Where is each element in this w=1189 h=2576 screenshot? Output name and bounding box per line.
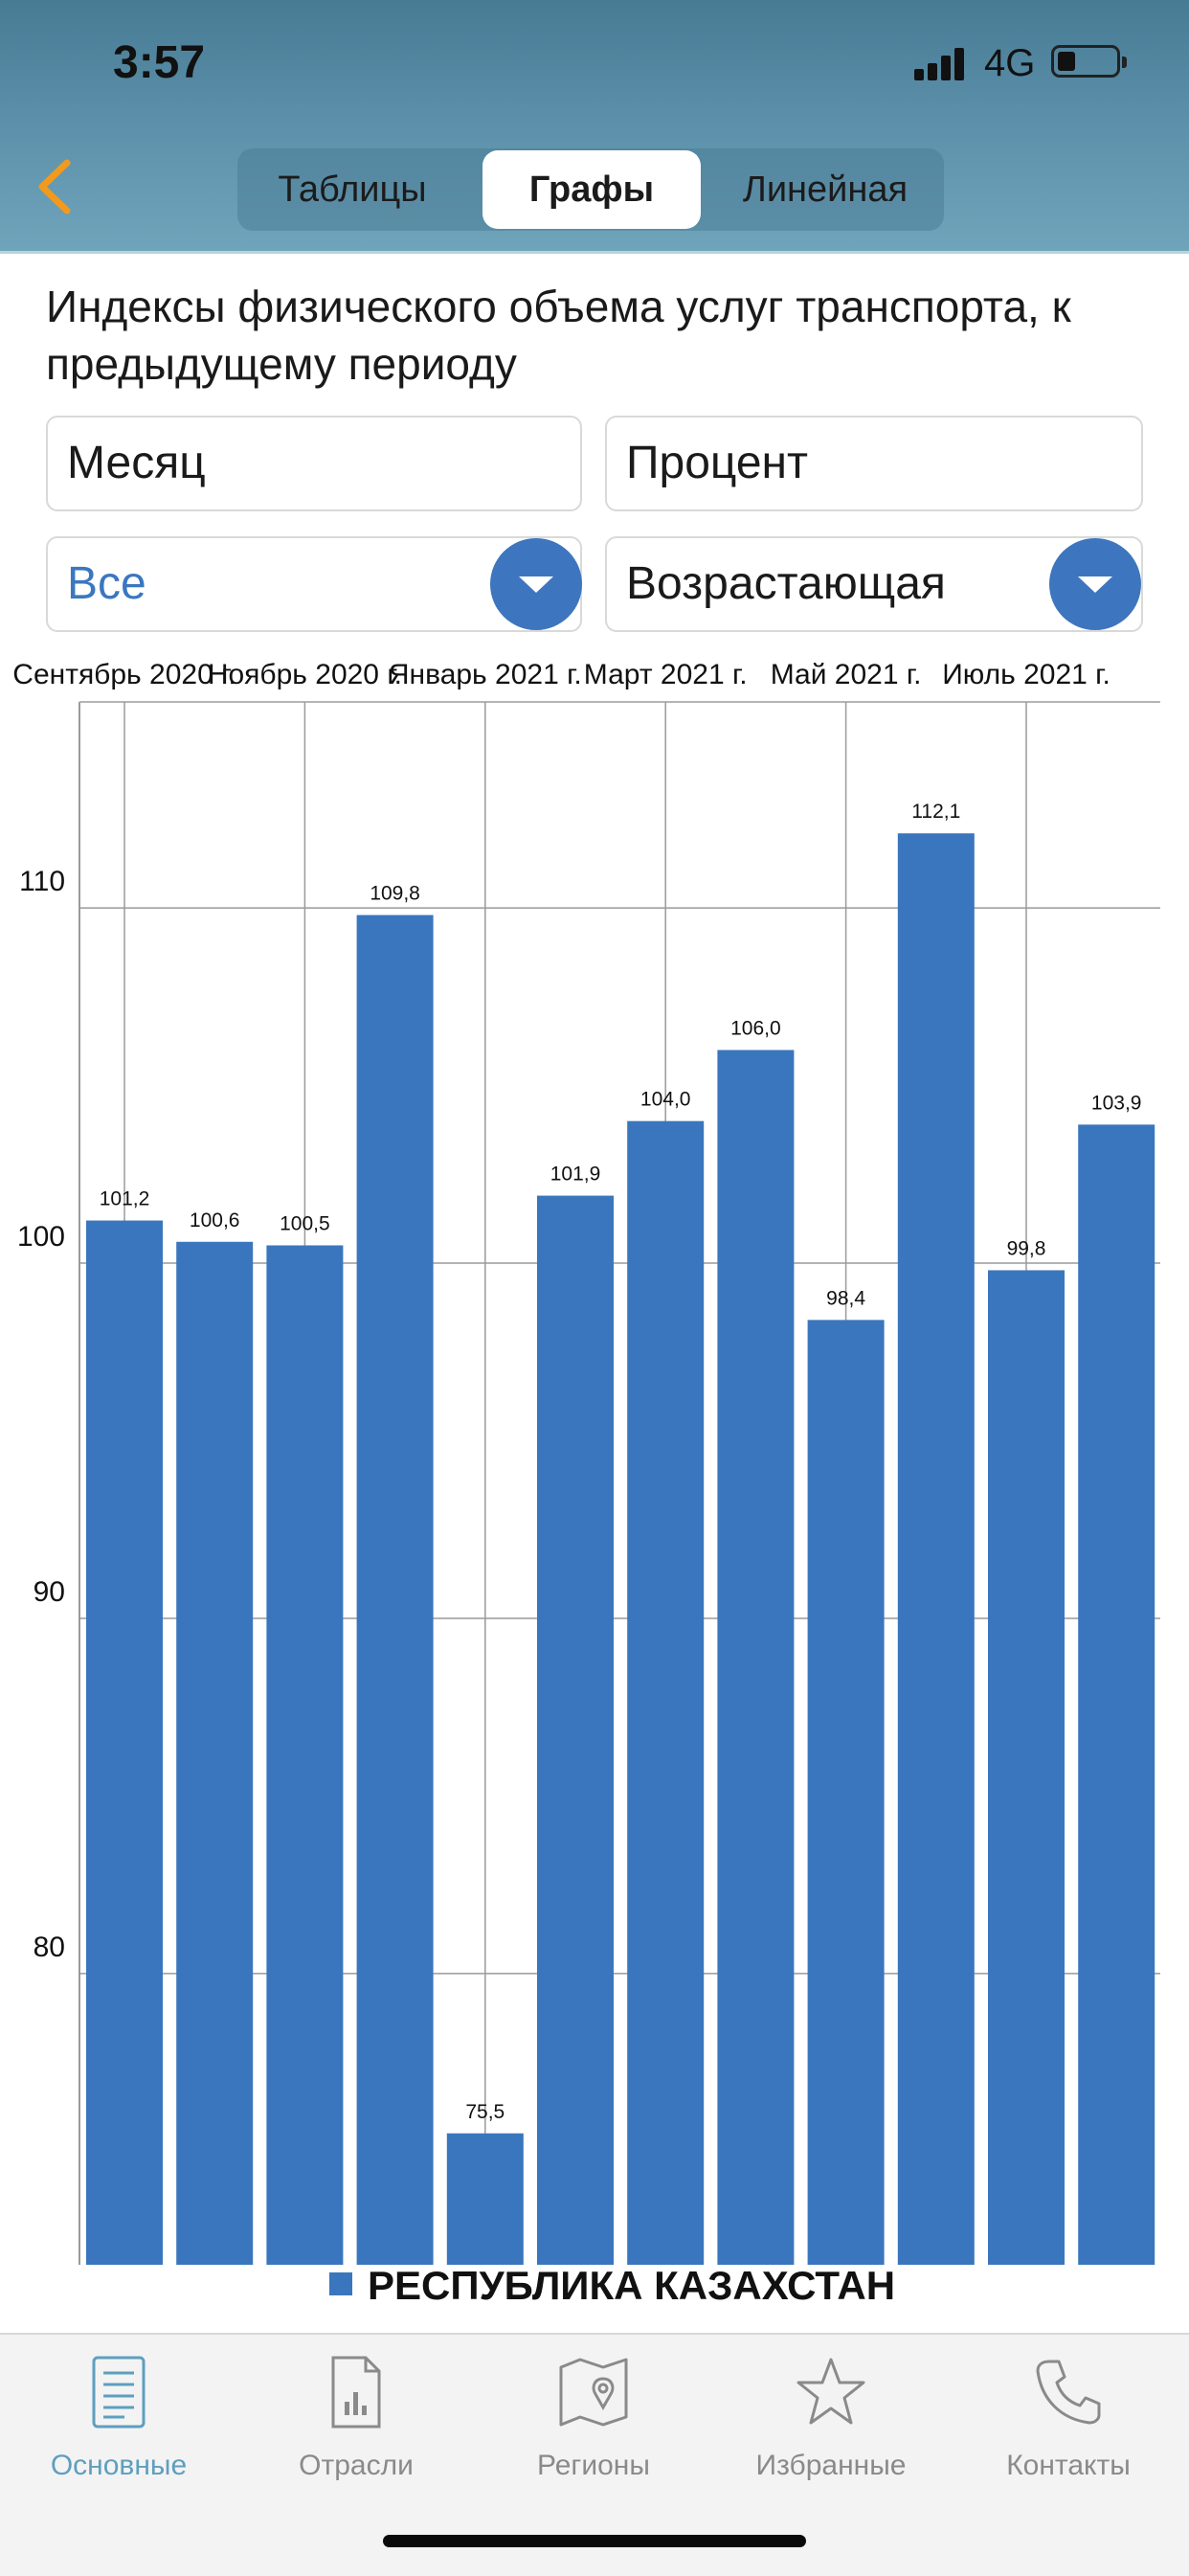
bar bbox=[897, 833, 975, 2266]
top-header: 3:57 4G Таблицы Графы Линейная bbox=[0, 0, 1189, 254]
bar-value-label: 99,8 bbox=[1007, 1237, 1046, 1259]
bar bbox=[807, 1320, 885, 2265]
x-tick-label: Сентябрь 2020 г. bbox=[12, 659, 236, 690]
home-indicator bbox=[383, 2535, 806, 2547]
tabbar-item-industries[interactable]: Отрасли bbox=[237, 2354, 475, 2482]
bar bbox=[627, 1120, 705, 2265]
bar bbox=[356, 915, 434, 2266]
bar-value-label: 103,9 bbox=[1091, 1092, 1142, 1114]
x-tick-label: Март 2021 г. bbox=[584, 659, 748, 690]
x-tick-label: Январь 2021 г. bbox=[389, 659, 582, 690]
tabbar-item-contacts[interactable]: Контакты bbox=[950, 2354, 1187, 2482]
bar bbox=[988, 1270, 1065, 2265]
x-tick-label: Ноябрь 2020 г. bbox=[208, 659, 402, 690]
page-title: Индексы физического объема услуг транспо… bbox=[46, 282, 1071, 389]
bar-value-label: 104,0 bbox=[640, 1089, 691, 1111]
tab-graphs[interactable]: Графы bbox=[482, 150, 701, 229]
tabbar-item-favorites[interactable]: Избранные bbox=[712, 2354, 950, 2482]
x-tick-label: Июль 2021 г. bbox=[942, 659, 1110, 690]
tabbar-label-main: Основные bbox=[50, 2450, 188, 2481]
bar bbox=[446, 2133, 524, 2265]
chart-legend: РЕСПУБЛИКА КАЗАХСТАН bbox=[329, 2263, 895, 2309]
bar-value-label: 109,8 bbox=[370, 883, 420, 905]
tabbar-item-main[interactable]: Основные bbox=[0, 2354, 237, 2482]
legend-label: РЕСПУБЛИКА КАЗАХСТАН bbox=[368, 2263, 896, 2308]
tabbar-label-contacts: Контакты bbox=[1006, 2450, 1131, 2481]
month-header-field: Месяц bbox=[46, 416, 582, 511]
percent-header-field: Процент bbox=[605, 416, 1143, 511]
y-tick-label: 90 bbox=[34, 1576, 65, 1608]
bar-value-label: 75,5 bbox=[465, 2101, 505, 2123]
sort-dropdown-icon[interactable] bbox=[1049, 538, 1141, 630]
bar-chart: 101,2 100,6 100,5 109,8 75,5 101,9 104,0 106,0 9… bbox=[12, 659, 1160, 2266]
tab-linear[interactable]: Линейная bbox=[742, 169, 909, 210]
legend-swatch bbox=[329, 2272, 352, 2295]
document-icon bbox=[80, 2354, 157, 2430]
chart-file-icon bbox=[318, 2354, 394, 2430]
bar-value-label: 106,0 bbox=[730, 1017, 781, 1039]
map-pin-icon bbox=[555, 2354, 632, 2430]
bar bbox=[176, 1241, 254, 2265]
back-chevron-icon[interactable] bbox=[29, 153, 86, 220]
tab-tables[interactable]: Таблицы bbox=[278, 169, 427, 210]
bar bbox=[266, 1245, 344, 2265]
bar bbox=[717, 1050, 795, 2265]
bar-value-label: 100,6 bbox=[190, 1209, 240, 1232]
tabbar-label-favorites: Избранные bbox=[755, 2450, 907, 2481]
bar-value-label: 112,1 bbox=[911, 801, 960, 823]
status-time: 3:57 bbox=[113, 37, 206, 88]
bar bbox=[1078, 1124, 1155, 2265]
phone-icon bbox=[1030, 2354, 1107, 2430]
y-tick-label: 110 bbox=[19, 866, 65, 897]
bar-value-label: 100,5 bbox=[280, 1212, 330, 1234]
battery-icon bbox=[1051, 45, 1127, 78]
view-segmented-control: Таблицы Графы Линейная bbox=[237, 148, 944, 231]
network-type: 4G bbox=[984, 42, 1036, 84]
tabbar-label-industries: Отрасли bbox=[299, 2450, 414, 2481]
bar bbox=[537, 1195, 614, 2265]
y-tick-label: 100 bbox=[17, 1221, 65, 1253]
tabbar-label-regions: Регионы bbox=[537, 2450, 650, 2481]
signal-icon bbox=[914, 48, 964, 80]
bar-value-label: 101,9 bbox=[550, 1164, 601, 1186]
tabbar-item-regions[interactable]: Регионы bbox=[475, 2354, 712, 2482]
y-tick-label: 80 bbox=[34, 1932, 65, 1963]
bar bbox=[86, 1220, 163, 2265]
star-icon bbox=[793, 2354, 869, 2430]
x-tick-label: Май 2021 г. bbox=[771, 659, 922, 690]
bar-value-label: 98,4 bbox=[826, 1287, 865, 1309]
bar-value-label: 101,2 bbox=[100, 1188, 150, 1210]
month-dropdown-icon[interactable] bbox=[490, 538, 582, 630]
